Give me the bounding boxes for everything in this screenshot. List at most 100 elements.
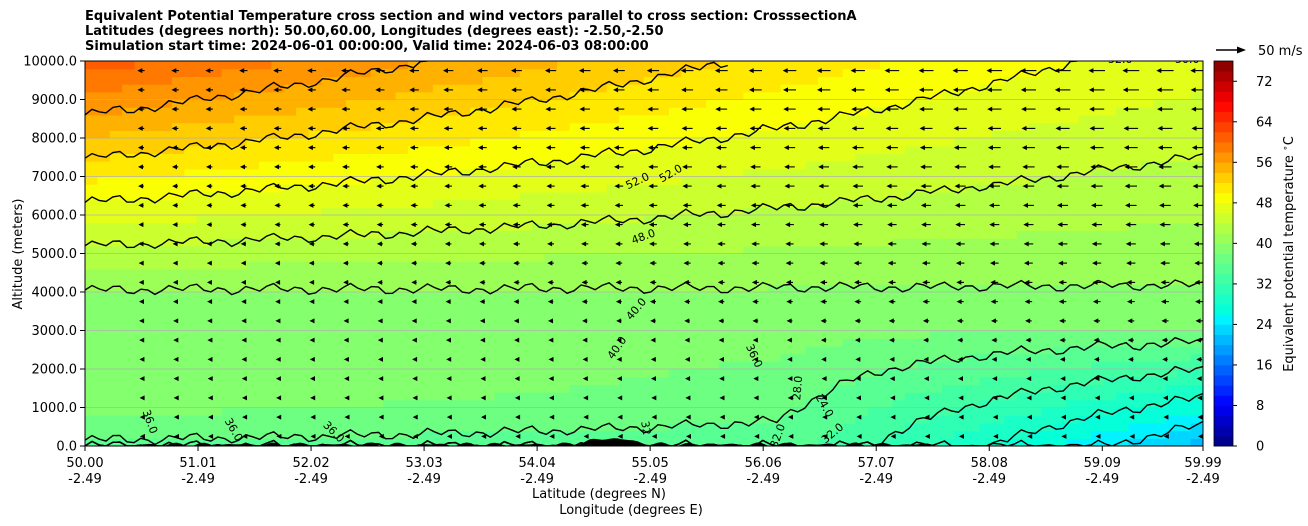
theta-e-cell: [321, 138, 335, 147]
theta-e-cell: [519, 145, 533, 154]
theta-e-cell: [867, 145, 881, 154]
theta-e-cell: [171, 122, 185, 131]
theta-e-cell: [855, 68, 869, 77]
theta-e-cell: [706, 191, 720, 201]
theta-e-cell: [519, 191, 533, 201]
theta-e-cell: [606, 330, 620, 339]
wind-vector-head: [171, 68, 177, 74]
theta-e-cell: [631, 145, 645, 154]
theta-e-cell: [1091, 191, 1105, 201]
theta-e-cell: [1078, 107, 1092, 116]
theta-e-cell: [1029, 415, 1043, 424]
wind-vector-head: [139, 337, 145, 343]
theta-e-cell: [1128, 361, 1142, 370]
theta-e-cell: [85, 284, 99, 293]
theta-e-cell: [234, 261, 248, 270]
theta-e-cell: [283, 261, 297, 270]
theta-e-cell: [97, 230, 111, 239]
theta-e-cell: [432, 438, 446, 446]
theta-e-cell: [594, 153, 608, 162]
wind-vector-head: [138, 183, 144, 189]
theta-e-cell: [743, 230, 757, 239]
theta-e-cell: [668, 199, 682, 208]
theta-e-cell: [445, 345, 459, 355]
theta-e-cell: [706, 330, 720, 339]
theta-e-cell: [817, 91, 831, 101]
theta-e-cell: [333, 122, 347, 131]
theta-e-cell: [805, 130, 819, 139]
theta-e-cell: [1091, 199, 1105, 208]
theta-e-cell: [855, 61, 869, 70]
theta-e-cell: [171, 292, 185, 301]
theta-e-cell: [730, 307, 744, 316]
theta-e-cell: [619, 345, 633, 355]
theta-e-cell: [855, 299, 869, 308]
theta-e-cell: [470, 345, 484, 355]
theta-e-cell: [594, 322, 608, 332]
theta-e-cell: [345, 345, 359, 355]
theta-e-cell: [693, 76, 707, 85]
theta-e-cell: [1066, 176, 1080, 185]
theta-e-cell: [1153, 361, 1167, 370]
theta-e-cell: [109, 315, 123, 324]
theta-e-cell: [979, 107, 993, 116]
theta-e-cell: [420, 168, 434, 178]
wind-vector-head: [173, 356, 179, 362]
theta-e-cell: [954, 215, 968, 224]
theta-e-cell: [383, 161, 397, 170]
theta-e-cell: [557, 376, 571, 385]
theta-e-cell: [954, 253, 968, 262]
theta-e-cell: [147, 376, 161, 385]
theta-e-cell: [358, 138, 372, 147]
theta-e-cell: [644, 307, 658, 316]
theta-e-cell: [991, 245, 1005, 255]
theta-e-cell: [445, 253, 459, 262]
wind-vector-head: [478, 222, 484, 228]
theta-e-cell: [1091, 138, 1105, 147]
theta-e-cell: [246, 345, 260, 355]
theta-e-cell: [594, 130, 608, 139]
theta-e-cell: [432, 345, 446, 355]
theta-e-cell: [321, 438, 335, 446]
theta-e-cell: [420, 253, 434, 262]
theta-e-cell: [805, 330, 819, 339]
theta-e-cell: [718, 376, 732, 385]
theta-e-cell: [1066, 122, 1080, 131]
theta-e-cell: [606, 191, 620, 201]
theta-e-cell: [470, 292, 484, 301]
theta-e-cell: [966, 161, 980, 170]
theta-e-cell: [1128, 130, 1142, 139]
theta-e-cell: [644, 245, 658, 255]
theta-e-cell: [445, 76, 459, 85]
theta-e-cell: [1178, 199, 1192, 208]
theta-e-cell: [85, 107, 99, 116]
theta-e-cell: [122, 422, 136, 432]
theta-e-cell: [1004, 130, 1018, 139]
theta-e-cell: [221, 438, 235, 446]
theta-e-cell: [1029, 430, 1043, 439]
wind-vector-head: [208, 433, 214, 439]
wind-vector-head: [274, 241, 280, 247]
theta-e-cell: [842, 422, 856, 432]
theta-e-cell: [1128, 245, 1142, 255]
theta-e-cell: [954, 199, 968, 208]
theta-e-cell: [1128, 230, 1142, 239]
theta-e-cell: [345, 207, 359, 216]
theta-e-cell: [159, 299, 173, 308]
theta-e-cell: [1041, 407, 1055, 416]
theta-e-cell: [1178, 114, 1192, 124]
theta-e-cell: [631, 230, 645, 239]
theta-e-cell: [880, 392, 894, 401]
theta-e-cell: [407, 422, 421, 432]
theta-e-cell: [159, 122, 173, 131]
theta-e-cell: [656, 415, 670, 424]
theta-e-cell: [718, 68, 732, 77]
theta-e-cell: [594, 84, 608, 93]
theta-e-cell: [644, 330, 658, 339]
theta-e-cell: [917, 215, 931, 224]
theta-e-cell: [457, 399, 471, 409]
theta-e-cell: [134, 299, 148, 308]
theta-e-cell: [494, 176, 508, 185]
theta-e-cell: [507, 422, 521, 432]
theta-e-cell: [383, 215, 397, 224]
